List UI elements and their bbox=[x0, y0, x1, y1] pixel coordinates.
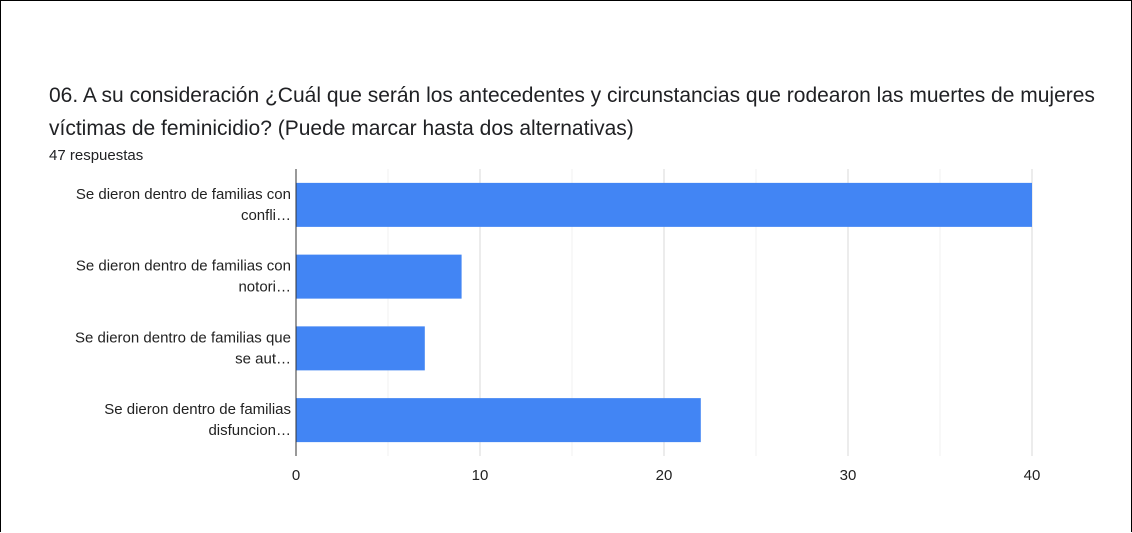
bar bbox=[296, 254, 462, 299]
y-tick-label: disfuncion… bbox=[208, 422, 291, 439]
y-tick-label: Se dieron dentro de familias que bbox=[75, 329, 291, 346]
response-count: 47 respuestas bbox=[49, 147, 144, 164]
x-tick-label: 40 bbox=[1024, 467, 1041, 484]
y-tick-label: confli… bbox=[241, 207, 291, 224]
x-tick-label: 10 bbox=[472, 467, 489, 484]
y-tick-label: Se dieron dentro de familias con bbox=[76, 258, 291, 275]
y-tick-label: se aut… bbox=[235, 350, 291, 367]
chart-title: 06. A su consideración ¿Cuál que serán l… bbox=[49, 84, 1095, 140]
x-tick-label: 0 bbox=[292, 467, 300, 484]
bar bbox=[296, 398, 701, 443]
bar bbox=[296, 182, 1032, 227]
y-tick-label: Se dieron dentro de familias bbox=[104, 401, 291, 418]
y-tick-label: notori… bbox=[238, 279, 291, 296]
x-tick-label: 20 bbox=[656, 467, 673, 484]
bar bbox=[296, 326, 425, 371]
y-tick-label: Se dieron dentro de familias con bbox=[76, 186, 291, 203]
x-tick-label: 30 bbox=[840, 467, 857, 484]
